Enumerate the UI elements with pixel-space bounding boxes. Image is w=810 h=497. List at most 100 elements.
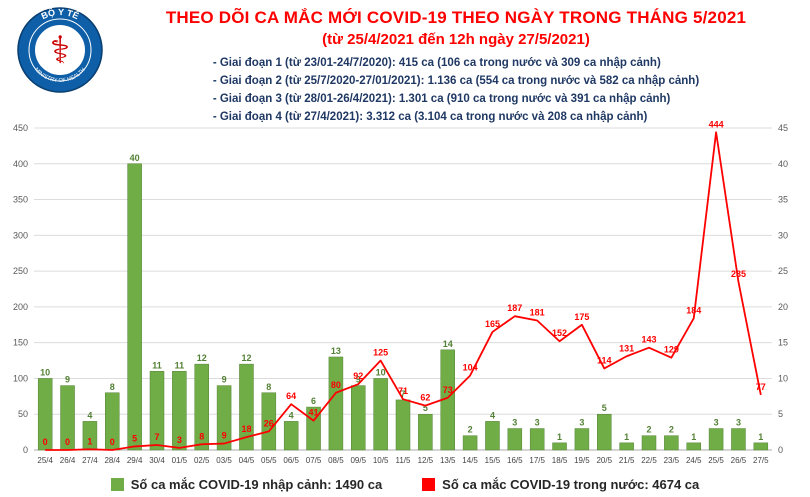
x-axis-label: 25/4 [37,456,53,465]
logo-top-text: BỘ Y TẾ [40,6,81,21]
imported-cases-bar-label: 40 [130,153,140,163]
imported-cases-bar [283,421,299,451]
x-axis-label: 02/5 [194,456,210,465]
imported-cases-bar [462,435,478,451]
imported-cases-bar [172,371,187,451]
x-axis-label: 23/5 [664,456,680,465]
report-header: THEO DÕI CA MẮC MỚI COVID-19 THEO NGÀY T… [108,8,804,126]
domestic-cases-point-label: 131 [619,343,634,353]
x-axis-label: 07/5 [306,456,322,465]
x-axis-label: 22/5 [641,456,657,465]
imported-cases-bar [529,428,545,451]
imported-cases-bar [574,428,590,451]
imported-cases-bar-label: 1 [624,432,629,442]
imported-cases-bar-label: 6 [311,396,316,406]
domestic-cases-point-label: 77 [756,382,766,392]
domestic-cases-point-label: 187 [507,303,522,313]
y-axis-left-label: 200 [13,302,28,312]
y-axis-left-label: 250 [13,266,28,276]
y-axis-left-label: 400 [13,159,28,169]
imported-cases-bar-label: 3 [714,418,719,428]
x-axis-label: 25/5 [708,456,724,465]
x-axis-label: 01/5 [172,456,188,465]
x-axis-label: 08/5 [328,456,344,465]
domestic-cases-point-label: 165 [485,319,500,329]
domestic-cases-point-label: 18 [241,424,251,434]
imported-cases-bar-label: 1 [691,432,696,442]
x-axis-label: 24/5 [686,456,702,465]
logo-inner-ring [28,18,92,82]
x-axis-label: 20/5 [596,456,612,465]
domestic-cases-point-label: 62 [420,393,430,403]
imported-cases-bar-label: 9 [356,375,361,385]
imported-cases-bar [597,413,612,451]
domestic-cases-point-label: 80 [331,380,341,390]
caduceus-icon: ⚕ [50,30,71,72]
domestic-cases-point-label: 5 [132,433,137,443]
domestic-cases-point-label: 0 [43,437,48,447]
imported-cases-bar-label: 12 [241,353,251,363]
imported-cases-legend-label: Số ca mắc COVID-19 nhập cảnh: 1490 ca [130,477,383,492]
domestic-cases-point-label: 73 [443,385,453,395]
imported-cases-bar-label: 3 [579,418,584,428]
domestic-cases-point-label: 175 [574,312,589,322]
imported-cases-bar-label: 4 [490,410,495,420]
y-axis-right-label: 20 [778,302,788,312]
imported-cases-bar-label: 12 [197,353,207,363]
logo-top-text-arc: BỘ Y TẾ [40,6,81,21]
imported-cases-bar [127,163,142,451]
imported-cases-bar [328,356,344,451]
domestic-cases-point-label: 0 [110,437,115,447]
x-axis-label: 27/5 [753,456,769,465]
domestic-cases-point-label: 104 [463,363,478,373]
imported-cases-bar [373,378,388,451]
ministry-of-health-logo: BỘ Y TẾ MINISTRY OF HEALTH ⚕ [17,6,103,93]
imported-cases-bar-label: 11 [152,360,162,370]
domestic-cases-point-label: 1 [87,436,92,446]
imported-cases-bar [731,428,746,451]
chart-legend: Số ca mắc COVID-19 nhập cảnh: 1490 ca Số… [0,477,810,492]
y-axis-left-label: 100 [13,373,28,383]
page-subtitle: (từ 25/4/2021 đến 12h ngày 27/5/2021) [322,31,590,48]
y-axis-right-label: 25 [778,266,788,276]
x-axis-label: 13/5 [440,456,456,465]
imported-cases-bar [418,413,433,451]
page-title: THEO DÕI CA MẮC MỚI COVID-19 THEO NGÀY T… [165,8,747,27]
domestic-cases-line [45,131,762,451]
domestic-cases-point-label: 9 [222,431,227,441]
x-axis-label: 19/5 [574,456,590,465]
imported-cases-bar-label: 4 [87,410,92,420]
domestic-cases-point-label: 8 [199,431,204,441]
imported-cases-bar [686,442,701,451]
imported-cases-bar-label: 7 [400,389,405,399]
y-axis-right-label: 35 [778,195,788,205]
imported-cases-bar-label: 3 [535,418,540,428]
imported-cases-bar-label: 5 [602,403,607,413]
imported-cases-bar-label: 10 [376,367,386,377]
imported-cases-bar-label: 8 [266,382,271,392]
domestic-cases-point-label: 92 [353,371,363,381]
imported-cases-bar [216,385,232,451]
imported-cases-bar [239,363,254,451]
domestic-cases-point-label: 41 [309,408,319,418]
imported-cases-bar-label: 9 [65,375,70,385]
x-axis-label: 05/5 [261,456,277,465]
domestic-cases-point-label: 64 [286,391,296,401]
imported-cases-bar [753,442,769,451]
x-axis-label: 14/5 [462,456,478,465]
y-axis-right-label: 40 [778,159,788,169]
x-axis-label: 30/4 [149,456,165,465]
x-axis-label: 11/5 [396,456,412,465]
imported-cases-bar [619,442,634,451]
x-axis-label: 04/5 [239,456,255,465]
imported-cases-bar [149,371,165,451]
imported-cases-bar [485,421,500,451]
imported-cases-bar-label: 2 [468,425,473,435]
imported-cases-bar [708,428,724,451]
x-axis-label: 21/5 [619,456,635,465]
x-axis-label: 29/4 [127,456,143,465]
y-axis-left-label: 300 [13,230,28,240]
imported-cases-bar-label: 4 [289,410,294,420]
domestic-cases-point-label: 3 [177,435,182,445]
